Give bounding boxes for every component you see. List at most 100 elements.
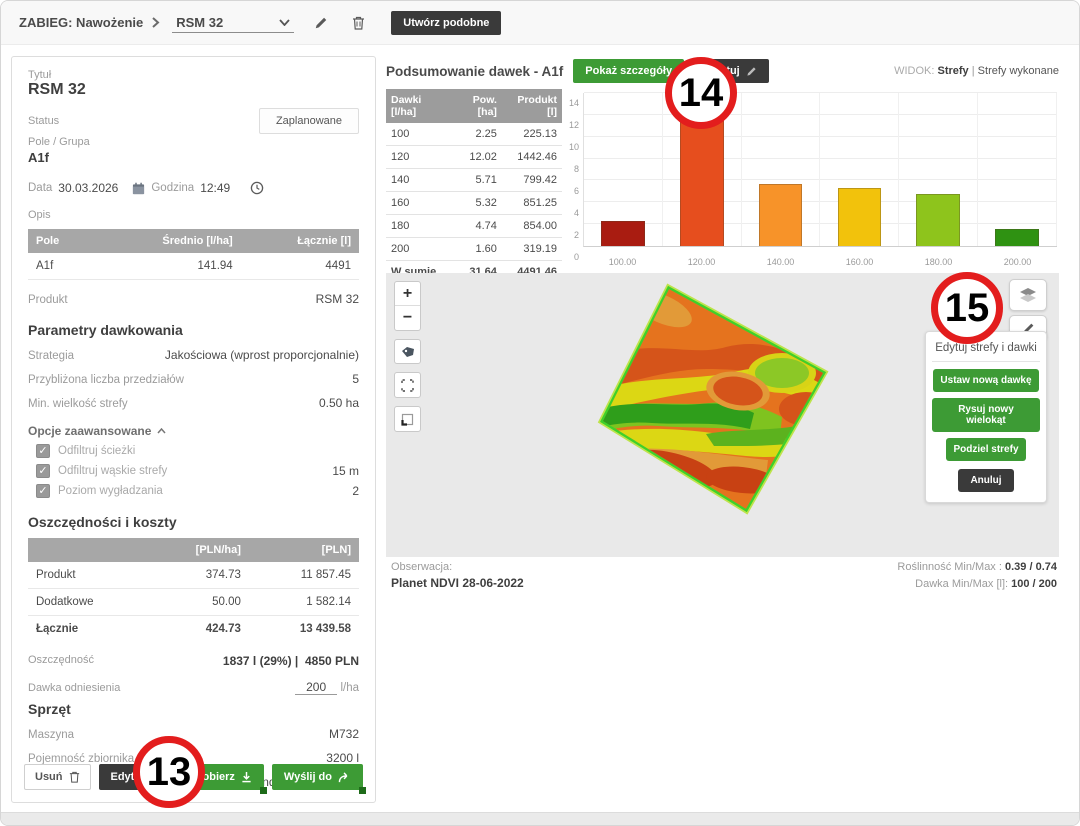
treatment-dropdown[interactable]: RSM 32 (172, 13, 295, 33)
clock-icon[interactable] (250, 181, 264, 195)
breadcrumb: ZABIEG: Nawożenie (19, 15, 144, 30)
show-details-button[interactable]: Pokaż szczegóły (573, 59, 685, 83)
bar-slot (663, 93, 742, 246)
intervals-value: 5 (352, 372, 359, 386)
table-cell: Dodatkowe (28, 588, 149, 616)
layers-button[interactable] (1009, 279, 1047, 311)
download-icon (241, 771, 252, 783)
gridline (584, 92, 1057, 93)
column-header: Dawki [l/ha] (386, 89, 450, 123)
table-cell: 12.02 (449, 145, 502, 169)
map-stats: Roślinność Min/Max : 0.39 / 0.74 Dawka M… (897, 559, 1057, 593)
edit-zones-action-button[interactable]: Podziel strefy (946, 438, 1026, 461)
labels-toggle-button[interactable] (394, 339, 421, 364)
zone-map[interactable]: + − Edytuj strefy i dawki Ustaw nową daw… (386, 273, 1059, 557)
zoom-out-button[interactable]: − (402, 309, 413, 326)
zoom-in-button[interactable]: + (395, 282, 420, 306)
observation-value: Planet NDVI 28-06-2022 (391, 576, 524, 590)
title-value: RSM 32 (28, 81, 86, 98)
table-cell: 180 (386, 214, 450, 238)
bar[interactable] (837, 187, 882, 246)
advanced-option-value: 2 (352, 484, 359, 498)
table-cell: A1f (28, 253, 95, 280)
edit-treatment-button[interactable] (310, 14, 332, 32)
table-row: Produkt 374.73 11 857.45 (28, 562, 359, 589)
bottom-scroll-strip[interactable] (1, 812, 1079, 825)
advanced-option-row: ✓ Odfiltruj wąskie strefy 15 m (36, 464, 359, 478)
vegetation-value: 0.39 / 0.74 (1005, 561, 1057, 573)
table-cell: 11 857.45 (248, 562, 359, 589)
bar[interactable] (758, 183, 803, 246)
delete-button[interactable]: Usuń (24, 764, 91, 790)
pencil-icon (1022, 322, 1035, 335)
min-zone-value: 0.50 ha (318, 396, 359, 410)
table-cell: 120 (386, 145, 450, 169)
advanced-options-list: ✓ Odfiltruj ścieżki ✓ Odfiltruj wąskie stre… (28, 444, 359, 498)
annotation-circle-15: 15 (931, 272, 1003, 344)
checkbox[interactable]: ✓ (36, 464, 50, 478)
share-arrow-icon (338, 771, 351, 783)
advanced-options-toggle[interactable]: Opcje zaawansowane (28, 424, 359, 438)
table-cell: 799.42 (501, 168, 562, 192)
checkbox[interactable]: ✓ (36, 444, 50, 458)
advanced-options-label: Opcje zaawansowane (28, 424, 152, 438)
view-zones-done-link[interactable]: Strefy wykonane (977, 65, 1059, 77)
reference-dose-label: Dawka odniesienia (28, 682, 121, 694)
description-label: Opis (28, 209, 51, 221)
create-similar-button[interactable]: Utwórz podobne (391, 10, 502, 35)
column-header: Średnio [l/ha] (94, 229, 241, 253)
table-cell: 4.74 (449, 214, 502, 238)
table-cell: 1442.46 (501, 145, 562, 169)
calendar-icon[interactable] (132, 182, 145, 195)
field-zones-svg (597, 283, 829, 515)
dose-summary-title: Podsumowanie dawek - A1f (386, 63, 564, 79)
chevron-up-icon (157, 428, 166, 434)
delete-treatment-button[interactable] (348, 14, 369, 32)
costs-section-title: Oszczędności i koszty (28, 514, 177, 530)
fullscreen-button[interactable] (394, 372, 421, 398)
date-value[interactable]: 30.03.2026 (58, 181, 119, 195)
bar[interactable] (601, 221, 645, 246)
fit-extent-button[interactable] (394, 406, 421, 432)
chart-x-axis: 100.00 120.00 140.00 160.00 180.00 200.00 (583, 257, 1057, 267)
pencil-icon (314, 16, 328, 30)
y-tick-label: 6 (573, 186, 579, 196)
cancel-button[interactable]: Anuluj (958, 469, 1014, 492)
x-tick-label: 120.00 (687, 257, 716, 267)
reference-dose-unit: l/ha (340, 682, 359, 694)
x-tick-label: 180.00 (924, 257, 953, 267)
gridline (584, 223, 1057, 225)
checkbox[interactable]: ✓ (36, 484, 50, 498)
advanced-option-row: ✓ Poziom wygładzania 2 (36, 484, 359, 498)
table-cell: 140 (386, 168, 450, 192)
table-cell: 1 582.14 (248, 588, 359, 616)
treatment-details-panel: Tytuł RSM 32 Status Zaplanowane Pole / G… (11, 56, 376, 803)
map-zoom-control: + − (394, 281, 421, 331)
bar[interactable] (679, 114, 724, 246)
table-cell: 225.13 (501, 123, 562, 146)
bar-slot (899, 93, 979, 246)
time-value[interactable]: 12:49 (200, 181, 231, 195)
field-group-value: A1f (28, 150, 49, 165)
column-header: Produkt [l] (501, 89, 562, 123)
x-tick-label: 200.00 (1003, 257, 1032, 267)
advanced-option-row: ✓ Odfiltruj ścieżki (36, 444, 359, 458)
table-cell: 851.25 (501, 191, 562, 215)
reference-dose-input[interactable] (295, 680, 338, 695)
send-to-button[interactable]: Wyślij do (271, 764, 367, 794)
gridline (584, 157, 1057, 159)
edit-zones-action-button[interactable]: Ustaw nową dawkę (933, 369, 1039, 392)
column-header: Łącznie [l] (240, 229, 359, 253)
bar[interactable] (916, 194, 961, 246)
bar[interactable] (995, 228, 1039, 246)
min-zone-label: Min. wielkość strefy (28, 398, 128, 410)
edit-zones-action-button[interactable]: Rysuj nowy wielokąt (932, 398, 1040, 432)
table-cell: 319.19 (501, 237, 562, 261)
table-cell: 200 (386, 237, 450, 261)
costs-body: Produkt 374.73 11 857.45 Dodatkowe 50.00 1 58… (28, 562, 359, 642)
view-zones-link[interactable]: Strefy (937, 65, 969, 77)
fullscreen-icon (401, 378, 414, 392)
status-badge[interactable]: Zaplanowane (258, 108, 359, 134)
top-bar: ZABIEG: Nawożenie RSM 32 Utwórz podobne (1, 1, 1079, 45)
